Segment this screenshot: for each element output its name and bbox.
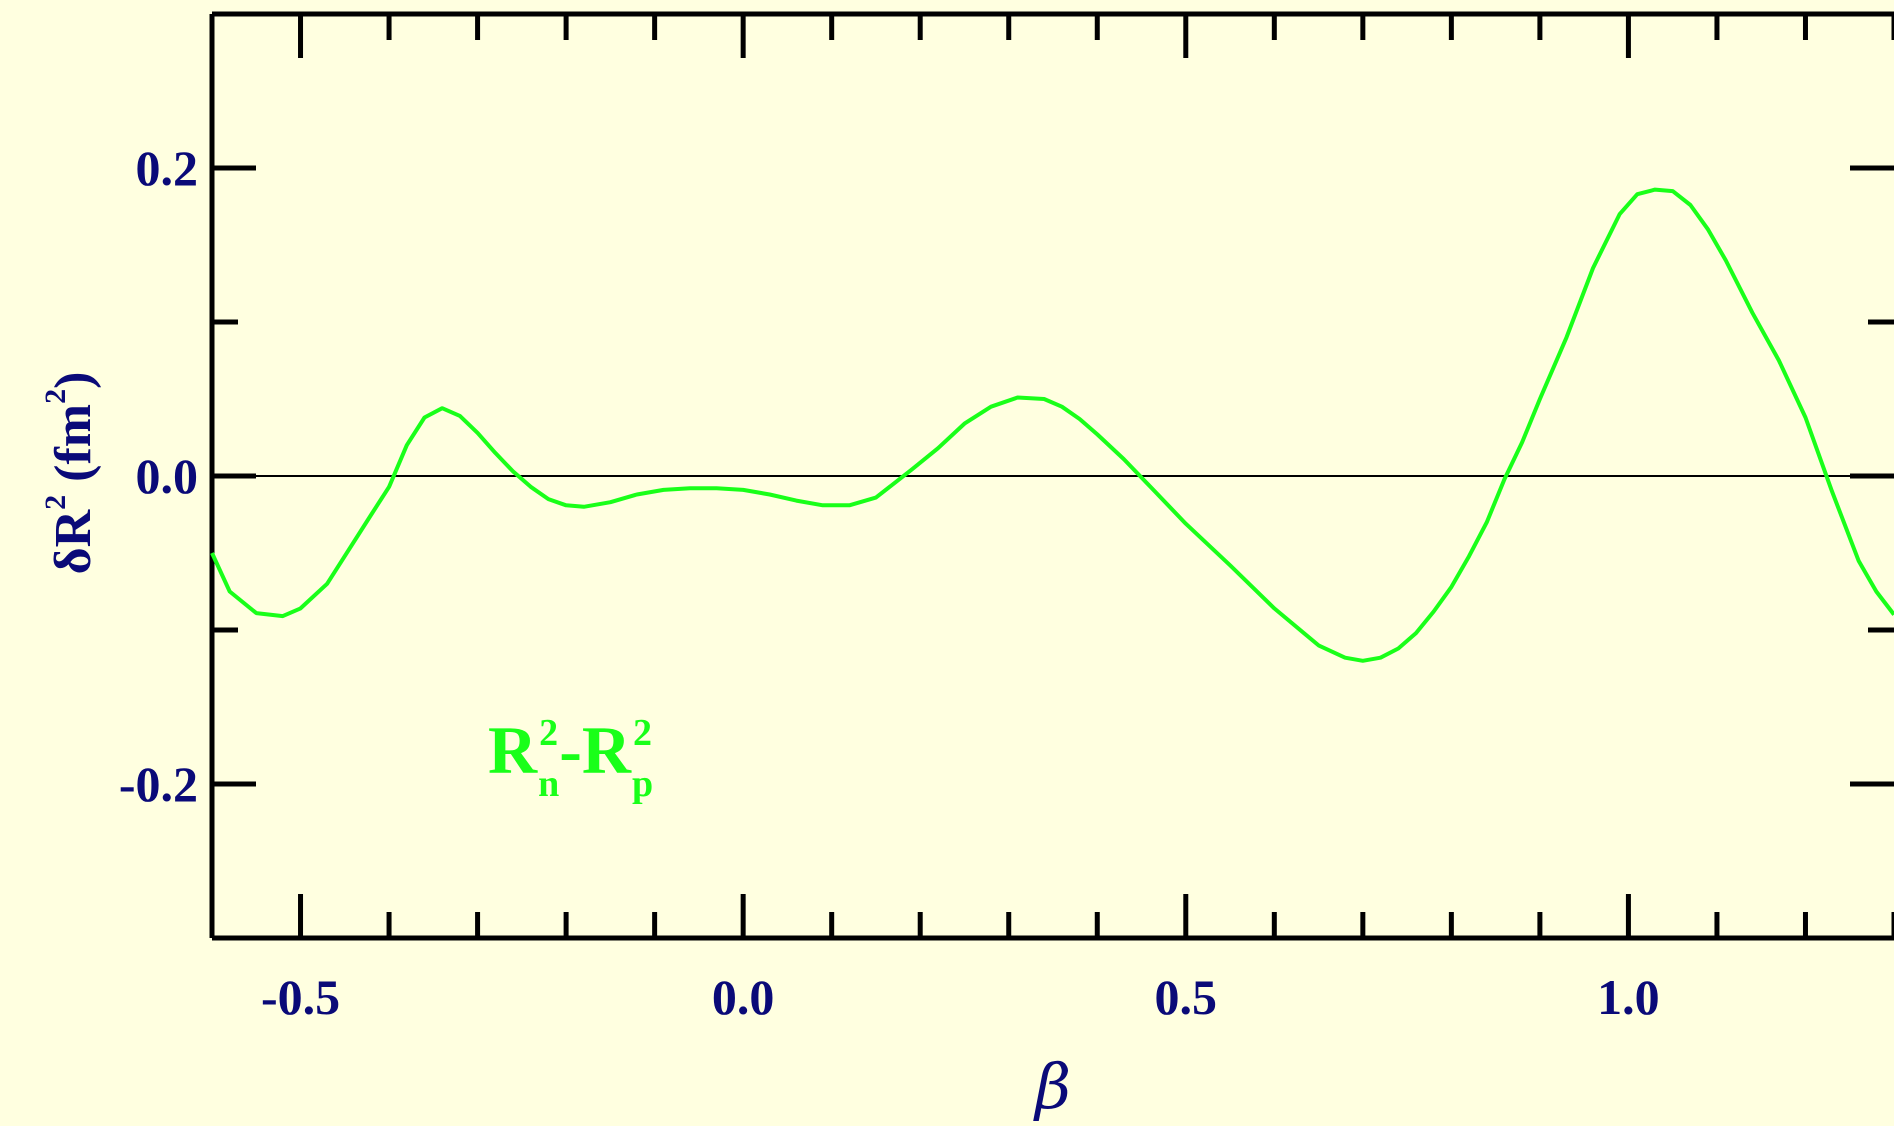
y-axis-label-unit-close: ) [45,372,102,389]
y-axis-label-prefix: δR [45,508,102,574]
y-axis-label: δR2 (fm2) [39,372,102,575]
x-tick-label: 1.0 [1597,969,1660,1025]
series-line-1 [210,187,1894,663]
annotation-base-1: R [488,712,538,788]
y-axis-label-unit-open: (fm [45,404,102,495]
y-axis-label-unit-sup: 2 [39,389,72,404]
y-axis-label-sup: 2 [39,495,72,510]
annotation-sub-2: p [632,763,653,805]
series-group [210,187,1894,663]
annotation-dash: - [559,712,582,788]
annotation-sup-1: 2 [539,712,558,754]
x-axis-label: β [1033,1050,1071,1123]
x-tick-label: -0.5 [261,969,340,1025]
x-tick-label: 0.0 [712,969,775,1025]
y-tick-label: -0.2 [119,756,198,812]
y-tick-label: 0.0 [136,448,199,504]
x-tick-label: 0.5 [1155,969,1218,1025]
series-annotation: R2 n-R2 p [488,712,653,805]
y-tick-label: 0.2 [136,140,199,196]
annotation-base-2: R [582,712,632,788]
annotation-sup-2: 2 [633,712,652,754]
axes-group: -0.5 0.0 0.5 1.0 -0.2 0.0 0.2 [119,11,1894,1025]
annotation-sub-1: n [538,763,559,805]
